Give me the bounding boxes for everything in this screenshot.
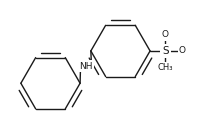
Text: CH₃: CH₃ bbox=[158, 63, 173, 72]
Text: O: O bbox=[162, 30, 169, 39]
Text: S: S bbox=[162, 46, 169, 56]
Text: NH: NH bbox=[80, 62, 93, 71]
Text: O: O bbox=[179, 46, 186, 55]
